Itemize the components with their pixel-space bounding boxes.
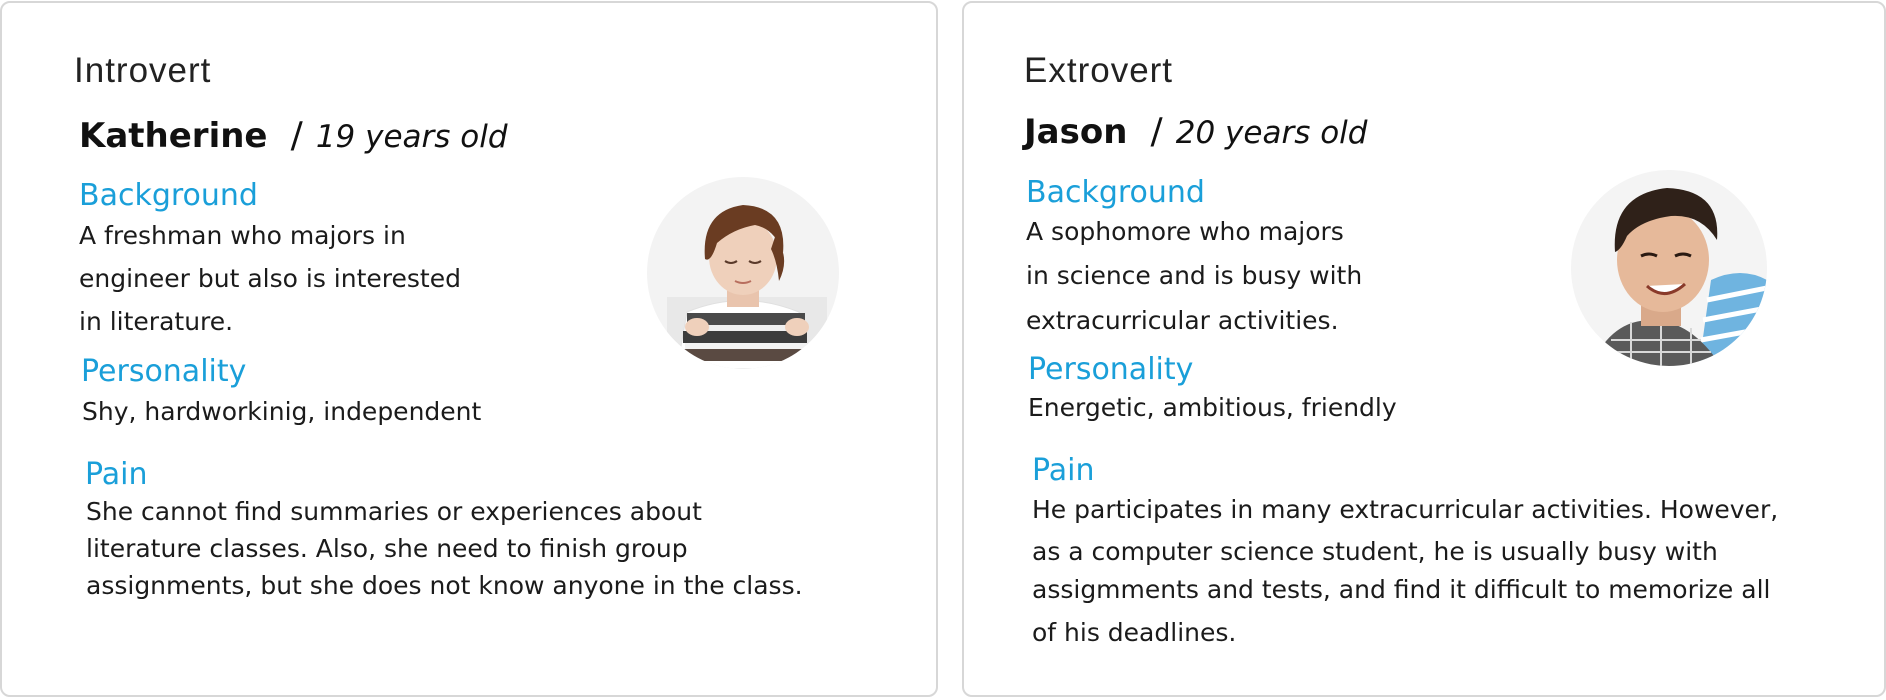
background-line: in literature. (79, 307, 234, 336)
background-line: extracurricular activities. (1026, 306, 1339, 335)
background-line: in science and is busy with (1026, 261, 1363, 290)
persona-name-line: Jason / 20 years old (1024, 111, 1367, 152)
persona-name: Jason (1024, 112, 1128, 152)
pain-line: as a computer science student, he is usu… (1032, 537, 1718, 566)
persona-age: 19 years old (315, 119, 508, 155)
background-heading: Background (1026, 175, 1205, 210)
persona-name: Katherine (79, 116, 268, 156)
personality-text: Energetic, ambitious, friendly (1028, 393, 1397, 422)
pain-line: assignments, but she does not know anyon… (86, 571, 803, 600)
pain-heading: Pain (1032, 453, 1095, 488)
pain-heading: Pain (85, 457, 148, 492)
name-age-separator: / (290, 115, 303, 156)
pain-line: of his deadlines. (1032, 618, 1237, 647)
personality-heading: Personality (1028, 352, 1194, 387)
name-age-separator: / (1150, 111, 1163, 152)
persona-type: Extrovert (1024, 51, 1174, 90)
persona-card-introvert: Introvert Katherine / 19 years old Backg… (0, 1, 938, 697)
persona-age: 20 years old (1175, 115, 1368, 151)
personality-text: Shy, hardworkinig, independent (82, 397, 482, 426)
background-heading: Background (79, 178, 258, 213)
pain-line: She cannot find summaries or experiences… (86, 497, 702, 526)
background-line: A sophomore who majors (1026, 217, 1344, 246)
persona-type: Introvert (74, 51, 212, 90)
background-line: A freshman who majors in (79, 221, 406, 250)
portrait-photo-icon (1571, 170, 1767, 366)
persona-name-line: Katherine / 19 years old (79, 115, 508, 156)
persona-card-extrovert: Extrovert Jason / 20 years old Backgroun… (962, 1, 1886, 697)
pain-line: assigmments and tests, and find it diffi… (1032, 575, 1771, 604)
portrait-photo-icon (647, 177, 839, 369)
pain-line: literature classes. Also, she need to fi… (86, 534, 688, 563)
personality-heading: Personality (81, 354, 247, 389)
background-line: engineer but also is interested (79, 264, 461, 293)
pain-line: He participates in many extracurricular … (1032, 495, 1779, 524)
